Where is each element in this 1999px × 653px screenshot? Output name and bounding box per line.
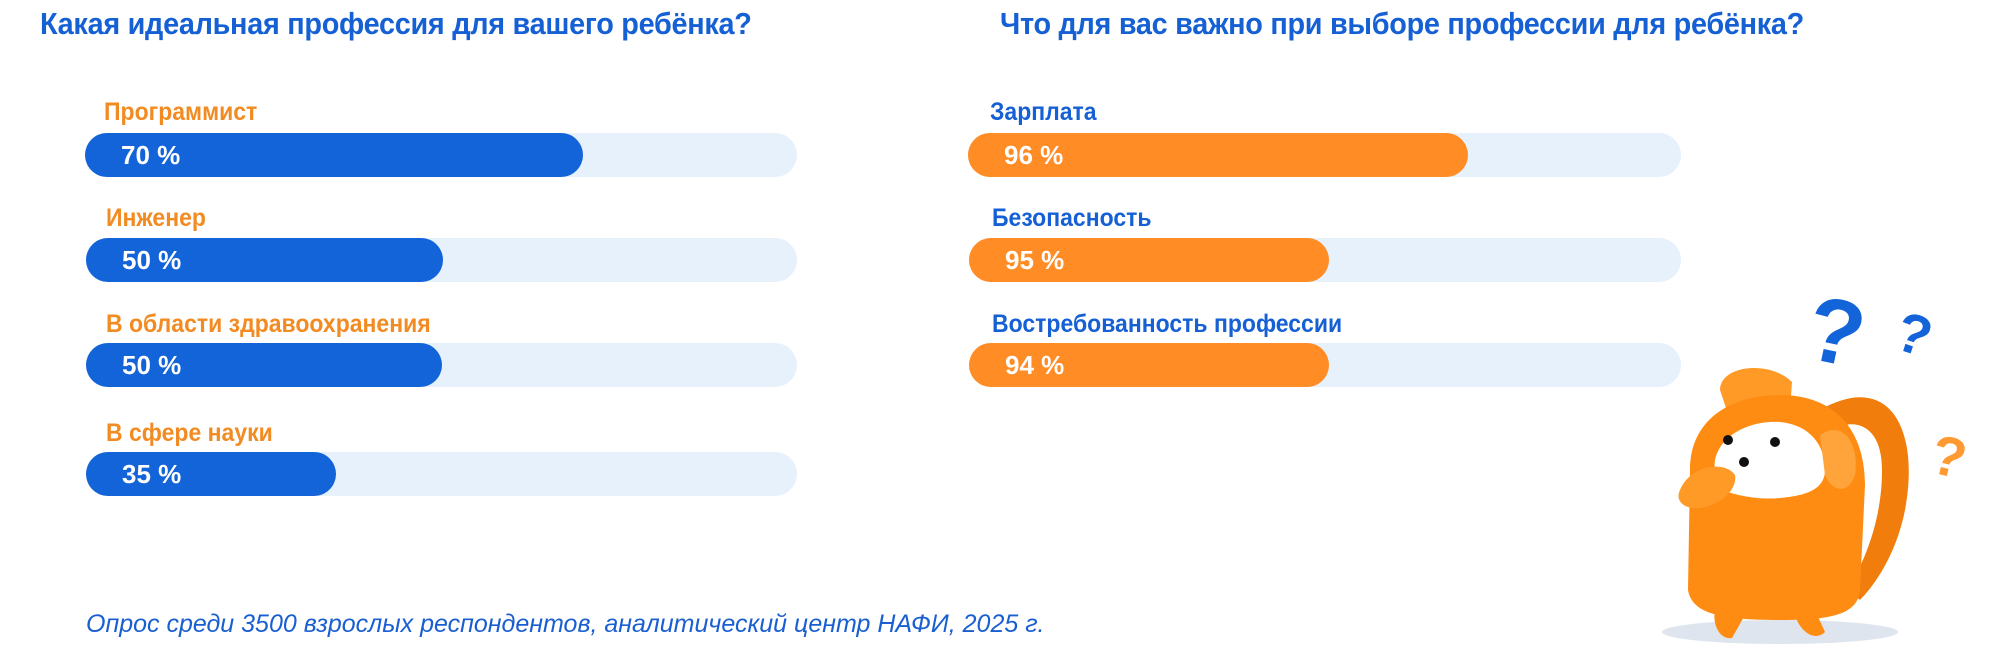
bar-label: В сфере науки: [106, 419, 273, 447]
bar-fill: 94 %: [969, 343, 1329, 387]
flap-icon: [1678, 466, 1736, 509]
bar-track: 70 %: [85, 133, 797, 177]
bar-fill: 35 %: [86, 452, 336, 496]
bar-label: В области здравоохранения: [106, 310, 431, 338]
foot-icon: [1714, 610, 1745, 639]
svg-text:?: ?: [1925, 422, 1973, 491]
foot-icon: [1795, 610, 1825, 636]
bar-track: 50 %: [86, 343, 797, 387]
face-icon: [1714, 421, 1825, 499]
question-mark-icon: ?: [1798, 277, 1874, 388]
bar-track: 94 %: [969, 343, 1681, 387]
bar-value: 50 %: [122, 350, 182, 380]
bar-label: Безопасность: [992, 204, 1152, 232]
bar-fill: 50 %: [86, 238, 443, 282]
bar-value: 50 %: [122, 245, 182, 275]
eye-icon: [1723, 435, 1733, 445]
source-footnote: Опрос среди 3500 взрослых респондентов, …: [86, 610, 1045, 638]
bar-fill: 70 %: [85, 133, 583, 177]
bar-fill: 50 %: [86, 343, 442, 387]
svg-text:?: ?: [1888, 299, 1940, 369]
bar-value: 70 %: [121, 140, 181, 170]
shadow-icon: [1662, 620, 1898, 644]
bar-value: 95 %: [1005, 245, 1065, 275]
bar-track: 96 %: [968, 133, 1681, 177]
backpack-mascot-illustration: ? ? ?: [1662, 277, 1973, 644]
bar-value: 94 %: [1005, 350, 1065, 380]
eye-icon: [1770, 437, 1780, 447]
bar-fill: 95 %: [969, 238, 1329, 282]
svg-text:?: ?: [1798, 277, 1874, 388]
question-mark-icon: ?: [1888, 299, 1940, 369]
right-chart-title: Что для вас важно при выборе профессии д…: [1000, 6, 1804, 41]
bar-track: 35 %: [86, 452, 797, 496]
left-chart-title: Какая идеальная профессия для вашего реб…: [40, 6, 752, 41]
strap-icon: [1820, 397, 1909, 600]
bar-track: 50 %: [86, 238, 797, 282]
bar-track: 95 %: [969, 238, 1681, 282]
bar-label: Программист: [104, 98, 258, 126]
bar-label: Инженер: [106, 204, 206, 232]
bar-value: 96 %: [1004, 140, 1064, 170]
bar-value: 35 %: [122, 459, 182, 489]
bar-label: Востребованность профессии: [992, 310, 1343, 338]
question-mark-icon: ?: [1925, 422, 1973, 491]
bar-label: Зарплата: [990, 98, 1097, 126]
bar-fill: 96 %: [968, 133, 1468, 177]
nose-icon: [1739, 457, 1749, 467]
